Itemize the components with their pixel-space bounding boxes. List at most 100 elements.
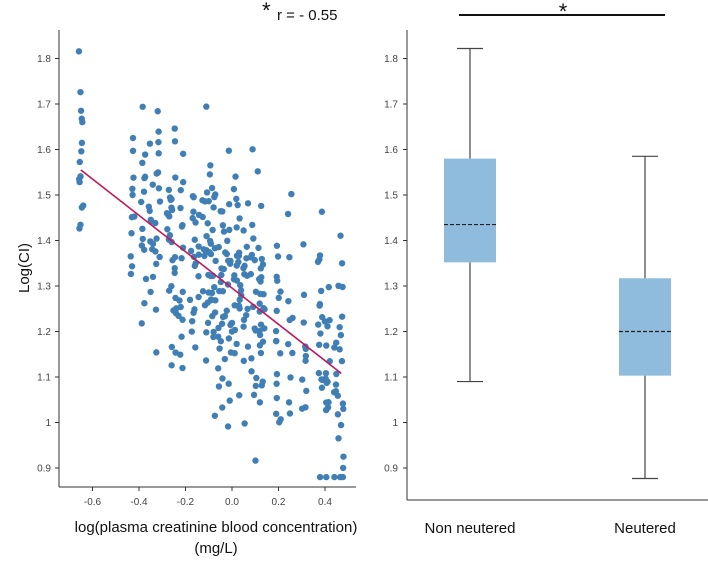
scatter-point	[155, 150, 162, 157]
scatter-ytick-label: 1.3	[37, 282, 51, 293]
scatter-point	[333, 370, 340, 378]
scatter-point	[177, 204, 184, 212]
scatter-point	[286, 410, 294, 417]
scatter-point	[322, 370, 330, 377]
scatter-point	[254, 168, 261, 175]
scatter-point	[253, 374, 260, 382]
scatter-y-ticks: 0.9 1 1.1 1.2 1.3 1.4 1.5 1.6 1.7 1.8	[37, 54, 59, 475]
trend-line	[80, 169, 342, 374]
scatter-point	[277, 416, 284, 423]
scatter-point	[140, 246, 148, 253]
box-group	[619, 155, 671, 480]
scatter-point	[336, 346, 343, 353]
scatter-point	[324, 323, 331, 330]
scatter-point	[337, 232, 344, 239]
scatter-point	[335, 435, 342, 442]
scatter-point	[277, 350, 284, 357]
scatter-point	[240, 357, 247, 365]
scatter-point	[142, 275, 150, 283]
scatter-point	[147, 238, 154, 245]
scatter-point	[175, 312, 182, 320]
scatter-point	[210, 204, 217, 211]
scatter-xtick-label: 0.2	[272, 497, 286, 508]
scatter-ytick-label: 1.5	[37, 191, 51, 202]
scatter-point	[179, 150, 187, 157]
scatter-point	[205, 197, 212, 205]
scatter-ytick-label: 0.9	[37, 464, 51, 475]
scatter-point	[315, 369, 323, 377]
scatter-point	[206, 171, 214, 178]
scatter-point	[164, 226, 171, 233]
scatter-point	[168, 204, 175, 211]
scatter-point	[219, 404, 226, 411]
scatter-point	[244, 200, 252, 207]
scatter-point	[156, 198, 164, 205]
scatter-point	[215, 365, 222, 372]
scatter-point	[272, 410, 280, 418]
scatter-point	[178, 333, 185, 340]
scatter-point	[192, 344, 199, 351]
scatter-point	[147, 288, 154, 296]
scatter-point	[225, 335, 233, 342]
scatter-point	[317, 287, 325, 295]
scatter-point	[168, 196, 175, 203]
scatter-point	[153, 170, 160, 177]
scatter-point	[139, 159, 146, 167]
scatter-point	[211, 412, 219, 419]
scatter-point	[260, 304, 267, 312]
scatter-point	[190, 309, 197, 316]
scatter-point	[179, 364, 186, 372]
scatter-point	[208, 184, 216, 192]
scatter-point	[170, 307, 177, 314]
scatter-xtick-label: -0.2	[177, 497, 195, 508]
scatter-point	[195, 251, 202, 258]
scatter-point	[78, 204, 86, 211]
scatter-point	[272, 338, 280, 345]
scatter-point	[168, 362, 175, 369]
scatter-point	[317, 330, 324, 337]
scatter-point	[285, 297, 292, 305]
scatter-point	[207, 162, 214, 169]
scatter-point	[187, 247, 195, 255]
scatter-point	[177, 303, 184, 311]
scatter-point	[233, 277, 241, 284]
scatter-point	[146, 140, 154, 147]
scatter-point	[216, 345, 223, 352]
scatter-point	[237, 282, 244, 289]
scatter-point	[273, 242, 281, 249]
scatter-point	[192, 219, 199, 226]
scatter-point	[255, 244, 262, 252]
box-ytick-label: 1.5	[384, 191, 398, 202]
scatter-point	[249, 221, 256, 229]
scatter-point	[224, 423, 232, 430]
box-ytick-label: 1	[392, 418, 398, 429]
scatter-point	[169, 256, 176, 264]
scatter-point	[145, 203, 153, 210]
significance-star: *	[559, 0, 568, 24]
scatter-point	[287, 374, 294, 381]
scatter-point	[273, 394, 280, 402]
scatter-ytick-label: 1.1	[37, 373, 51, 384]
scatter-point	[189, 192, 197, 200]
scatter-point	[248, 355, 255, 362]
scatter-point	[152, 306, 160, 313]
scatter-point	[221, 355, 229, 363]
scatter-point	[203, 329, 210, 336]
scatter-point	[177, 186, 184, 194]
scatter-point	[338, 357, 346, 365]
scatter-point	[219, 222, 227, 229]
scatter-point	[128, 263, 136, 270]
scatter-point	[250, 235, 257, 242]
scatter-point	[273, 380, 280, 387]
scatter-point	[300, 241, 307, 248]
scatter-point	[76, 178, 83, 186]
scatter-point	[338, 260, 346, 267]
scatter-point	[219, 208, 226, 215]
scatter-point	[149, 181, 156, 188]
box-iqr	[444, 158, 496, 263]
scatter-point	[218, 320, 226, 327]
scatter-point	[244, 305, 251, 313]
scatter-point	[337, 421, 345, 429]
scatter-point	[127, 253, 134, 260]
scatter-point	[249, 146, 256, 153]
